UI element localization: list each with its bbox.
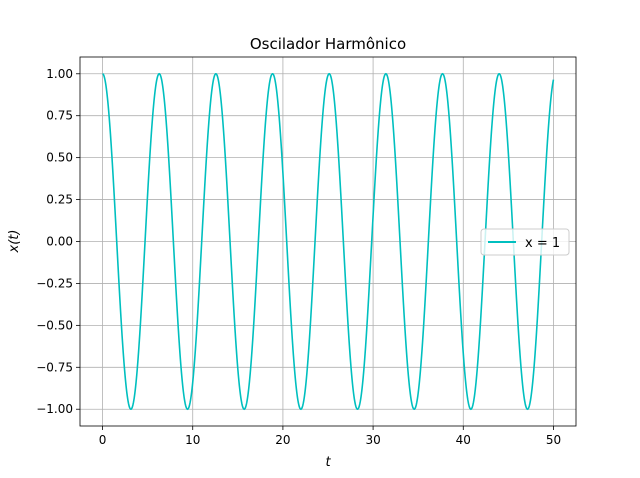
legend-box: [480, 228, 570, 256]
y-tick-label: 0.50: [46, 151, 73, 165]
y-tick-label: 0.00: [46, 235, 73, 249]
y-tick-label: 0.75: [46, 109, 73, 123]
x-tick-label: 20: [275, 433, 290, 447]
x-tick-label: 10: [185, 433, 200, 447]
x-axis-label: t: [325, 455, 331, 470]
series-layer: [102, 72, 555, 411]
axis-ticks: 0 10 20 30 40 50 −1.00 −0.75 −0.50 −0.25 0.00 0.25 0…: [36, 67, 561, 447]
y-tick-label: −0.75: [36, 360, 73, 374]
x-tick-label: 40: [456, 433, 471, 447]
x-tick-label: 50: [546, 433, 561, 447]
y-tick-label: −0.25: [36, 276, 73, 290]
x-tick-label: 30: [365, 433, 380, 447]
x-tick-label: 0: [99, 433, 107, 447]
y-tick-label: −1.00: [36, 402, 73, 416]
chart-title: Oscilador Harmônico: [250, 35, 406, 53]
series-line-x-1: [102, 72, 555, 411]
legend-entry-label: x = 1: [525, 236, 560, 251]
y-tick-label: 1.00: [46, 67, 73, 81]
y-axis-label: x(t): [7, 230, 22, 254]
y-tick-label: −0.50: [36, 318, 73, 332]
y-tick-label: 0.25: [46, 193, 73, 207]
legend: x = 1: [480, 228, 570, 256]
